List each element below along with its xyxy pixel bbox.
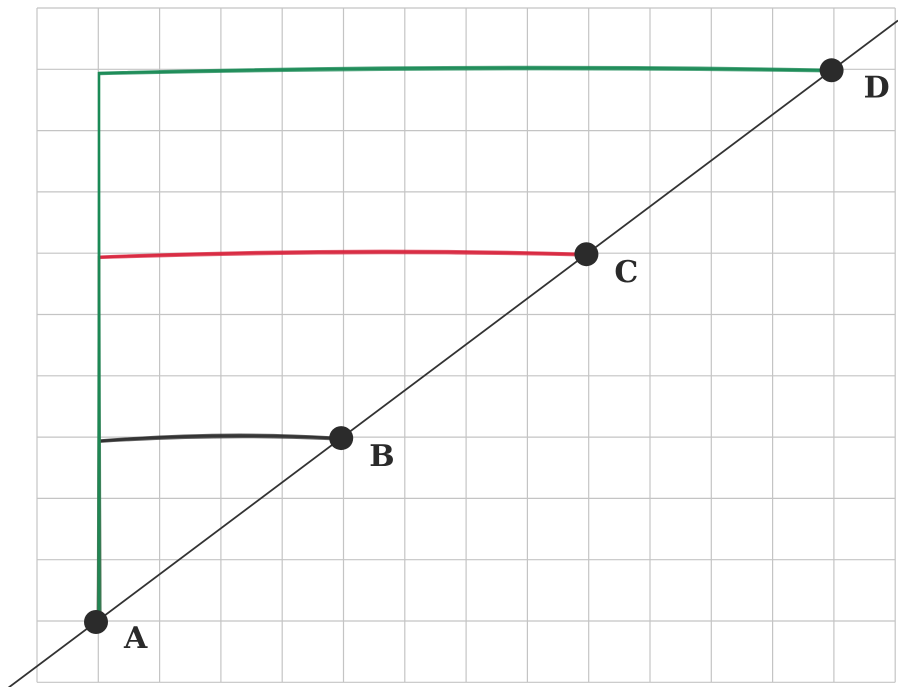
grid-lines bbox=[36, 7, 896, 683]
path-from-c bbox=[96, 249, 578, 618]
hand-drawn-paths bbox=[96, 65, 823, 618]
path-from-b bbox=[96, 433, 333, 618]
point-label-c: C bbox=[614, 255, 638, 290]
point-label-b: B bbox=[369, 439, 394, 474]
point-label-d: D bbox=[864, 70, 890, 105]
path-from-d bbox=[96, 65, 823, 618]
point-b bbox=[329, 426, 354, 451]
diagonal-line bbox=[7, 19, 898, 687]
points: A B C D bbox=[84, 58, 890, 656]
point-label-a: A bbox=[123, 621, 148, 656]
point-d bbox=[819, 58, 844, 83]
point-c bbox=[574, 242, 599, 267]
point-a bbox=[84, 610, 108, 634]
